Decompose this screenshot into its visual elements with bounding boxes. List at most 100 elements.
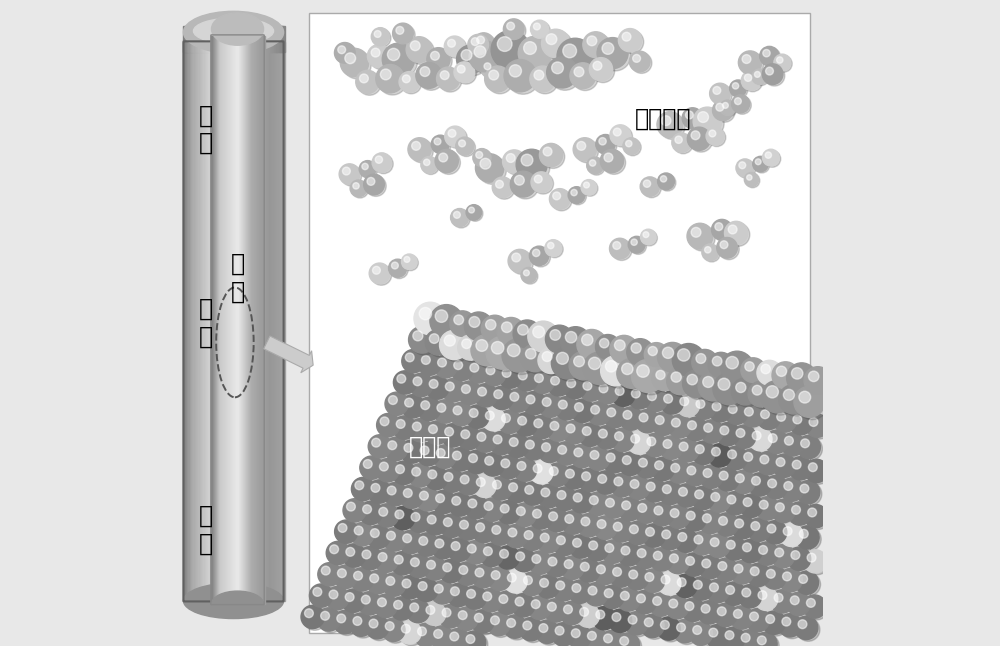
Bar bbox=[224, 36, 226, 604]
Circle shape bbox=[677, 486, 700, 509]
Circle shape bbox=[582, 181, 598, 196]
Circle shape bbox=[368, 480, 391, 503]
Circle shape bbox=[426, 376, 449, 399]
Circle shape bbox=[728, 404, 737, 413]
Bar bbox=[264, 42, 266, 601]
Bar bbox=[267, 26, 270, 52]
Circle shape bbox=[375, 504, 399, 527]
Circle shape bbox=[532, 21, 550, 39]
Circle shape bbox=[622, 32, 631, 41]
Circle shape bbox=[728, 225, 737, 234]
Circle shape bbox=[646, 482, 655, 491]
Circle shape bbox=[361, 595, 370, 604]
Circle shape bbox=[702, 514, 711, 523]
Circle shape bbox=[746, 609, 769, 632]
Circle shape bbox=[401, 254, 417, 269]
Circle shape bbox=[390, 260, 408, 278]
Bar bbox=[246, 36, 248, 604]
Circle shape bbox=[499, 365, 522, 388]
Circle shape bbox=[588, 158, 605, 175]
Circle shape bbox=[743, 543, 751, 552]
Circle shape bbox=[592, 607, 616, 630]
Circle shape bbox=[712, 402, 721, 411]
Circle shape bbox=[591, 405, 600, 414]
Circle shape bbox=[497, 317, 525, 346]
Circle shape bbox=[754, 72, 760, 78]
Circle shape bbox=[402, 349, 425, 373]
Circle shape bbox=[477, 36, 485, 44]
Circle shape bbox=[540, 486, 563, 510]
Circle shape bbox=[403, 255, 418, 271]
Circle shape bbox=[375, 549, 398, 572]
Circle shape bbox=[623, 138, 640, 154]
Circle shape bbox=[678, 349, 690, 361]
Circle shape bbox=[461, 430, 470, 439]
Circle shape bbox=[536, 575, 559, 598]
Circle shape bbox=[424, 512, 447, 535]
Bar bbox=[282, 26, 285, 52]
Bar bbox=[251, 36, 253, 604]
Bar bbox=[190, 26, 192, 52]
Circle shape bbox=[402, 75, 410, 83]
Circle shape bbox=[589, 449, 612, 472]
Bar bbox=[208, 42, 211, 601]
Circle shape bbox=[646, 527, 654, 536]
Circle shape bbox=[714, 101, 735, 122]
Circle shape bbox=[442, 516, 465, 539]
Circle shape bbox=[387, 531, 395, 540]
Bar bbox=[201, 26, 203, 52]
Circle shape bbox=[476, 523, 485, 532]
Circle shape bbox=[755, 587, 778, 610]
Bar bbox=[236, 36, 238, 604]
Circle shape bbox=[671, 372, 681, 382]
Circle shape bbox=[480, 543, 503, 567]
Bar bbox=[255, 36, 257, 604]
Circle shape bbox=[611, 428, 634, 452]
Circle shape bbox=[693, 107, 722, 136]
Bar bbox=[234, 42, 236, 601]
Circle shape bbox=[665, 596, 689, 619]
Circle shape bbox=[478, 156, 506, 184]
Circle shape bbox=[514, 596, 537, 619]
Circle shape bbox=[640, 177, 660, 196]
Bar bbox=[197, 42, 199, 601]
Bar bbox=[277, 26, 280, 52]
Circle shape bbox=[513, 320, 541, 348]
Circle shape bbox=[485, 364, 508, 388]
Circle shape bbox=[303, 607, 326, 630]
Circle shape bbox=[604, 542, 627, 565]
Circle shape bbox=[774, 364, 801, 391]
Circle shape bbox=[560, 41, 596, 77]
Circle shape bbox=[744, 172, 759, 187]
Circle shape bbox=[396, 26, 404, 34]
Circle shape bbox=[571, 537, 594, 560]
Circle shape bbox=[434, 492, 458, 516]
Circle shape bbox=[596, 134, 615, 154]
Circle shape bbox=[612, 521, 635, 544]
Bar bbox=[222, 42, 224, 601]
Circle shape bbox=[553, 532, 576, 556]
Circle shape bbox=[708, 444, 731, 467]
Circle shape bbox=[722, 103, 728, 109]
Circle shape bbox=[716, 103, 724, 111]
Circle shape bbox=[361, 548, 384, 572]
Circle shape bbox=[738, 160, 756, 178]
Circle shape bbox=[401, 578, 424, 601]
Bar bbox=[282, 42, 285, 601]
Circle shape bbox=[601, 356, 631, 386]
Circle shape bbox=[513, 503, 536, 526]
Circle shape bbox=[443, 563, 452, 572]
Bar bbox=[214, 36, 216, 604]
Circle shape bbox=[358, 592, 381, 615]
Circle shape bbox=[754, 158, 770, 173]
Circle shape bbox=[521, 154, 533, 166]
Circle shape bbox=[509, 391, 532, 414]
Bar bbox=[244, 36, 246, 604]
Circle shape bbox=[556, 352, 568, 364]
Bar bbox=[225, 36, 227, 604]
Circle shape bbox=[761, 48, 781, 67]
Circle shape bbox=[768, 479, 777, 488]
Circle shape bbox=[489, 477, 512, 500]
Circle shape bbox=[485, 456, 494, 465]
Circle shape bbox=[649, 593, 672, 616]
